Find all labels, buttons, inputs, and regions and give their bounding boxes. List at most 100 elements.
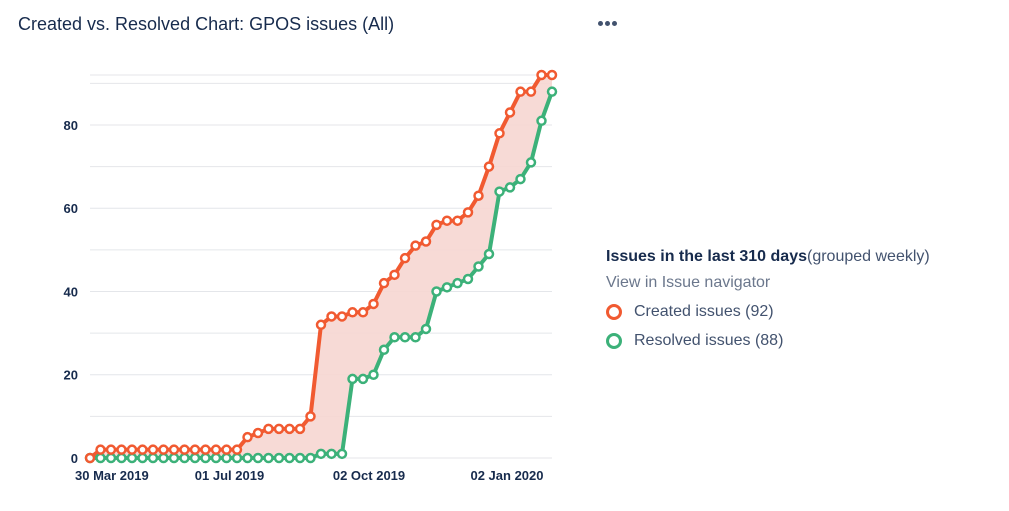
resolved-data-point [189,452,201,464]
x-tick-label: 02 Oct 2019 [333,468,405,483]
resolved-data-point [536,115,547,127]
chart-legend: Issues in the last 310 days(grouped week… [606,248,930,350]
created-data-point [84,452,96,464]
created-data-point [137,444,148,455]
created-data-point [452,215,463,226]
resolved-data-point [410,332,421,343]
created-data-point [242,431,253,443]
legend-item-resolved[interactable]: Resolved issues (88) [606,332,930,350]
resolved-data-point [399,332,411,343]
created-data-point [179,444,190,455]
resolved-data-point [494,186,505,197]
resolved-data-point [368,369,379,380]
resolved-data-point [431,286,442,297]
legend-heading: Issues in the last 310 days [606,248,807,265]
y-tick-label: 20 [64,368,78,383]
created-data-point [116,444,127,455]
resolved-data-point [221,452,232,464]
resolved-data-point [357,373,369,385]
created-data-point [389,269,400,281]
y-tick-label: 80 [64,118,78,133]
created-data-point [336,311,348,322]
resolved-data-point [126,452,138,464]
resolved-data-point [515,173,526,185]
resolved-data-point [441,282,453,293]
resolved-data-point [420,323,432,335]
resolved-data-point [179,452,190,464]
resolved-data-point [105,452,117,464]
resolved-data-point [294,452,306,464]
resolved-data-point [315,448,327,460]
created-data-point [462,207,474,218]
resolved-data-point [305,452,316,464]
created-data-point [399,252,411,264]
created-data-point [546,69,558,81]
x-tick-label: 01 Jul 2019 [195,468,264,483]
created-data-point [105,444,117,455]
created-data-point [494,128,505,139]
created-data-point [525,86,537,97]
resolved-data-point [378,344,390,356]
legend-label-created: Created issues (92) [634,303,774,320]
created-data-point [210,444,222,455]
x-tick-label: 30 Mar 2019 [75,468,149,483]
created-data-point [536,69,547,81]
created-data-point [284,423,295,435]
created-data-point [95,444,106,455]
created-data-point [431,219,442,231]
y-tick-label: 60 [64,201,78,216]
x-tick-label: 02 Jan 2020 [470,468,543,483]
created-data-point [231,444,243,455]
legend-item-created[interactable]: Created issues (92) [606,303,930,321]
created-data-point [147,444,159,455]
created-data-point [168,444,180,455]
created-data-point [126,444,138,455]
more-options-icon[interactable] [594,10,622,36]
resolved-data-point [147,452,159,464]
legend-heading-row: Issues in the last 310 days(grouped week… [606,248,930,266]
resolved-data-point [137,452,148,464]
resolved-marker-icon [606,333,622,349]
resolved-data-point [116,452,127,464]
resolved-data-point [452,277,463,289]
created-data-point [326,311,337,322]
chart-title: Created vs. Resolved Chart: GPOS issues … [18,14,395,34]
resolved-data-point [273,452,285,464]
created-data-point [294,423,306,435]
created-data-point [441,215,453,226]
created-data-point [273,423,285,435]
chart-plot: 0 20 40 60 80 30 Mar 2019 01 Jul 2019 02 Oct 20… [64,69,558,483]
issue-navigator-link[interactable]: View in Issue navigator [606,274,771,291]
resolved-data-point [504,182,516,193]
resolved-data-point [242,452,253,464]
resolved-data-point [389,332,400,343]
created-data-point [221,444,232,455]
resolved-data-point [546,86,558,97]
resolved-data-point [200,452,211,464]
resolved-data-point [95,452,106,464]
resolved-data-point [483,248,495,260]
created-data-point [200,444,211,455]
resolved-data-point [158,452,169,464]
resolved-data-point [210,452,222,464]
created-data-point [357,307,369,318]
created-marker-icon [606,304,622,320]
created-data-point [515,86,526,97]
created-data-point [189,444,201,455]
created-data-point [378,277,390,289]
resolved-data-point [326,448,337,460]
created-data-point [473,190,484,201]
y-tick-label: 0 [71,451,78,466]
resolved-data-point [336,448,348,460]
legend-subheading: (grouped weekly) [807,248,930,265]
y-tick-label: 40 [64,284,78,299]
legend-label-resolved: Resolved issues (88) [634,332,784,349]
created-data-point [410,240,421,251]
created-data-point [347,307,358,318]
created-data-point [420,236,432,247]
created-data-point [315,319,327,331]
created-data-point [504,107,516,118]
created-data-point [252,427,264,439]
resolved-data-point [263,452,274,464]
resolved-data-point [462,273,474,285]
